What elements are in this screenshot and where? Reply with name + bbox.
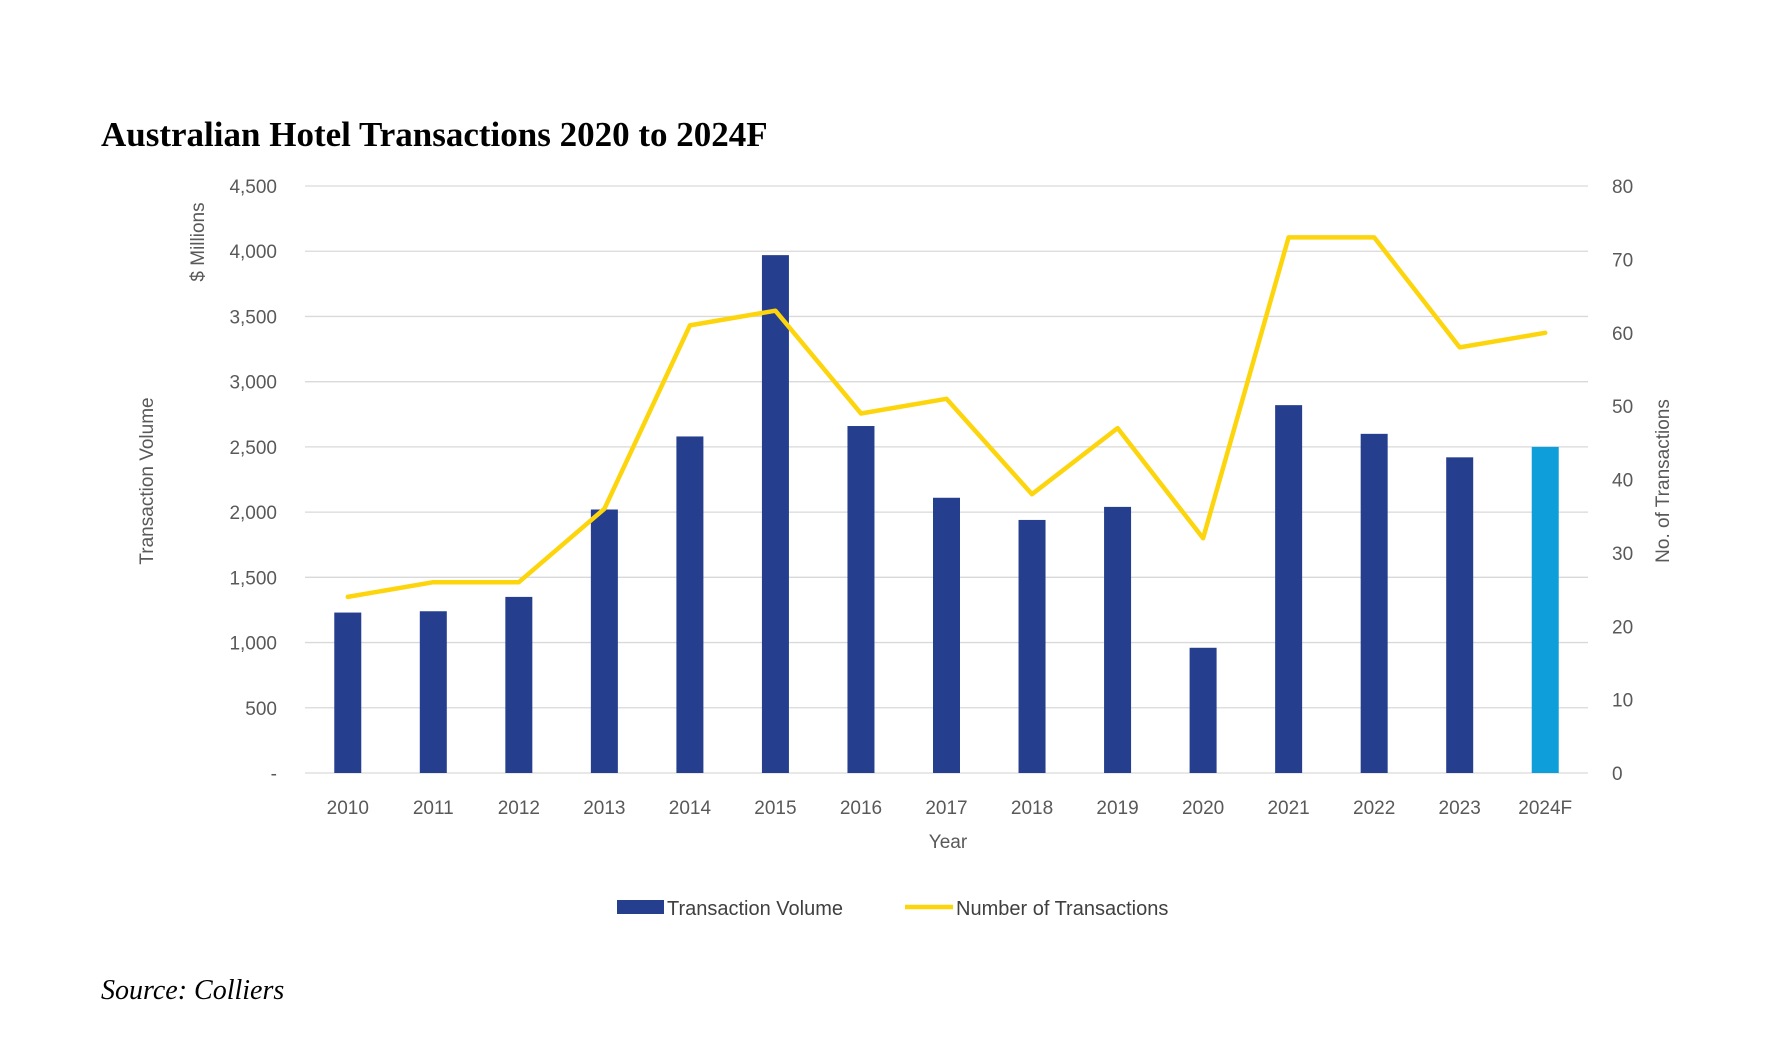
x-tick-label: 2022: [1353, 798, 1395, 819]
bar: [1189, 647, 1217, 773]
right-tick-label: 40: [1612, 471, 1633, 492]
x-tick-label: 2021: [1267, 798, 1309, 819]
legend-label-number-of-transactions: Number of Transactions: [956, 898, 1168, 920]
bar: [334, 612, 362, 773]
bar: [761, 255, 789, 773]
left-axis-unit: $ Millions: [188, 202, 209, 281]
line-point: [1288, 236, 1290, 238]
line-point: [603, 508, 605, 510]
left-tick-label: 2,500: [229, 438, 277, 459]
line-point: [1373, 236, 1375, 238]
source-note: Source: Colliers: [101, 975, 284, 1006]
left-axis-title: Transaction Volume: [137, 397, 158, 564]
bar: [676, 436, 704, 773]
line-point: [774, 310, 776, 312]
line-point: [432, 581, 434, 583]
x-tick-label: 2013: [583, 798, 625, 819]
line-point: [689, 324, 691, 326]
x-tick-label: 2020: [1182, 798, 1224, 819]
line-point: [347, 596, 349, 598]
left-axis-ticks: - 500 1,000 1,500 2,000 2,500 3,000 3,500 4,000 4…: [229, 177, 277, 785]
x-tick-label: 2023: [1439, 798, 1481, 819]
legend-label-transaction-volume: Transaction Volume: [667, 898, 843, 920]
left-tick-label: 3,000: [229, 373, 277, 394]
right-tick-label: 10: [1612, 691, 1633, 712]
x-tick-label: 2019: [1096, 798, 1138, 819]
bar: [1275, 405, 1303, 773]
line-point: [518, 581, 520, 583]
bar: [1018, 519, 1046, 773]
line-point: [946, 398, 947, 400]
left-tick-label: 2,000: [229, 503, 277, 524]
left-tick-label: 3,500: [229, 307, 277, 328]
bar: [419, 611, 447, 773]
right-axis-title: No. of Transactions: [1653, 399, 1674, 563]
left-tick-label: 4,000: [229, 242, 277, 263]
x-tick-label: 2014: [669, 798, 712, 819]
line-point: [1117, 427, 1119, 429]
right-tick-label: 70: [1612, 250, 1633, 271]
x-tick-label: 2024F: [1518, 798, 1572, 819]
x-tick-label: 2010: [327, 798, 369, 819]
line-point: [1031, 493, 1033, 495]
x-tick-label: 2016: [840, 798, 882, 819]
bar: [1104, 506, 1132, 773]
x-tick-label: 2017: [925, 798, 967, 819]
x-axis-ticks: 2010 2011 2012 2013 2014 2015 2016 2017 2018 2019…: [327, 798, 1573, 819]
legend: Transaction Volume Number of Transaction…: [617, 898, 1168, 920]
chart-title: Australian Hotel Transactions 2020 to 20…: [101, 115, 768, 154]
left-tick-label: -: [271, 764, 277, 785]
x-tick-label: 2011: [413, 798, 454, 819]
right-tick-label: 60: [1612, 324, 1633, 345]
right-tick-label: 30: [1612, 544, 1633, 565]
bar: [590, 509, 618, 773]
x-tick-label: 2018: [1011, 798, 1053, 819]
left-tick-label: 1,000: [229, 634, 277, 655]
bar: [1360, 433, 1388, 773]
line-point: [1544, 332, 1546, 334]
left-tick-label: 500: [245, 699, 277, 720]
legend-swatch-transaction-volume: [617, 900, 664, 914]
x-tick-label: 2012: [498, 798, 540, 819]
right-tick-label: 80: [1612, 177, 1633, 198]
bar: [933, 497, 960, 773]
right-axis-ticks: 0 10 20 30 40 50 60 70 80: [1612, 177, 1633, 785]
bar: [1446, 457, 1474, 773]
bar: [847, 426, 875, 773]
line-point: [1202, 537, 1204, 539]
x-tick-label: 2015: [754, 798, 796, 819]
left-tick-label: 4,500: [229, 177, 277, 198]
right-tick-label: 0: [1612, 764, 1623, 785]
x-axis-title: Year: [929, 832, 968, 853]
line-series-number-of-transactions: [345, 235, 1548, 600]
bar-series-transaction-volume: [334, 255, 1559, 773]
right-tick-label: 50: [1612, 397, 1633, 418]
bar-forecast: [1531, 446, 1559, 773]
line-point: [860, 412, 862, 414]
left-tick-label: 1,500: [229, 568, 277, 589]
right-tick-label: 20: [1612, 617, 1633, 638]
line-point: [1459, 346, 1461, 348]
bar: [505, 596, 533, 773]
